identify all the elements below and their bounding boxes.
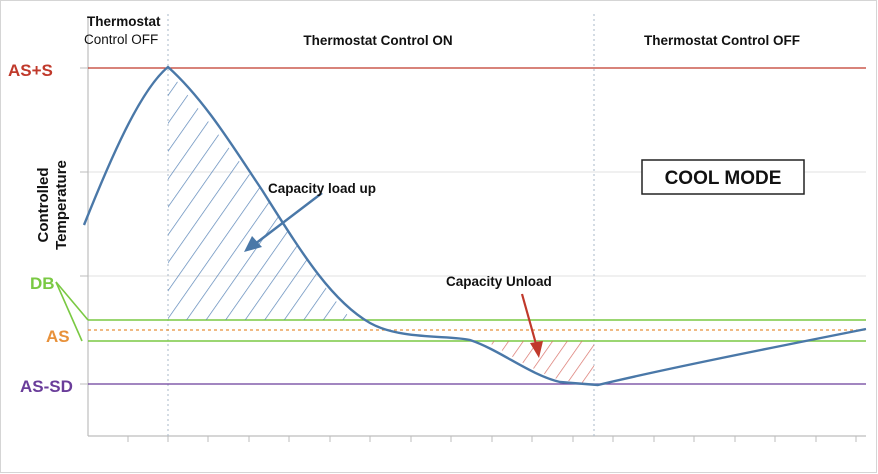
capacity-load-up-hatch (168, 70, 352, 320)
as-plus-s-label: AS+S (8, 61, 53, 80)
unload-arrow (520, 293, 543, 358)
controlled-temperature-curve (82, 65, 867, 387)
cool-mode-box (641, 159, 805, 195)
capacity-load-up-label: Capacity load up (268, 181, 376, 196)
db-connector-lower (55, 281, 83, 342)
y-axis-label-line1: Controlled (35, 168, 52, 243)
db-connector-upper (55, 281, 89, 321)
x-axis-ticks (127, 436, 857, 442)
load-up-arrow (244, 192, 323, 252)
capacity-unload-label: Capacity Unload (446, 274, 552, 289)
capacity-unload-hatch (486, 341, 594, 384)
zone-left-label-line1: Thermostat (87, 14, 161, 29)
cool-mode-label: COOL MODE (665, 168, 782, 189)
as-minus-sd-label: AS-SD (20, 377, 73, 396)
as-label: AS (46, 327, 70, 346)
zone-right-label: Thermostat Control OFF (644, 33, 800, 48)
zone-left-label-line2: Control OFF (84, 32, 158, 47)
y-axis-ticks (80, 67, 88, 385)
zone-middle-label: Thermostat Control ON (303, 33, 452, 48)
y-axis-label: Controlled Temperature (35, 160, 70, 250)
db-label: DB (30, 274, 55, 293)
y-axis-label-line2: Temperature (53, 160, 70, 250)
